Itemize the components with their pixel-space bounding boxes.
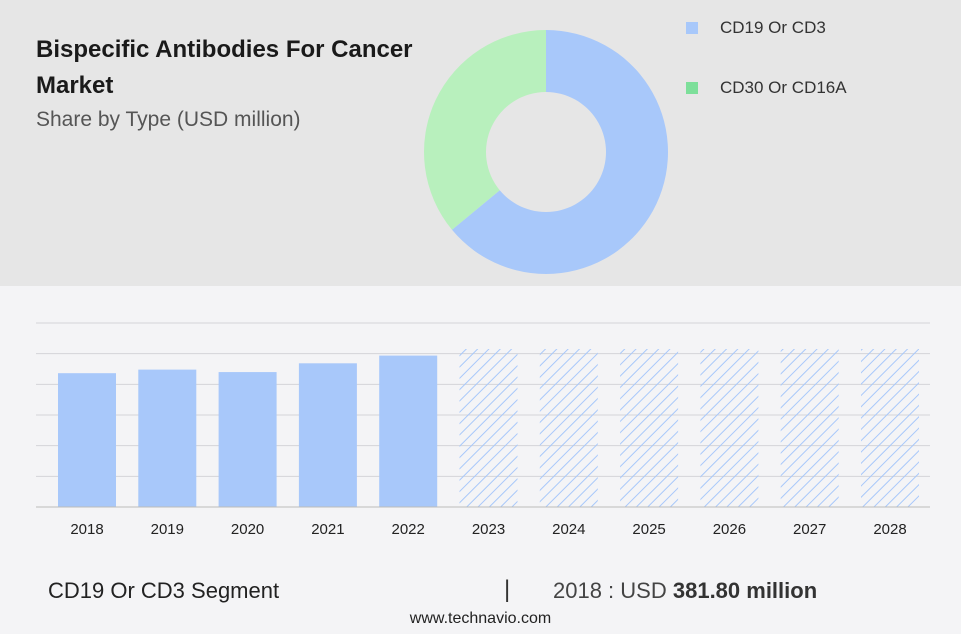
forecast-bar-2026 bbox=[700, 349, 759, 507]
footer-separator: | bbox=[504, 576, 511, 603]
footer-segment-label: CD19 Or CD3 Segment bbox=[48, 578, 280, 603]
x-tick-label-2024: 2024 bbox=[552, 521, 585, 538]
x-tick-label-2025: 2025 bbox=[632, 521, 665, 538]
bar-2019 bbox=[138, 369, 197, 507]
x-tick-label-2023: 2023 bbox=[472, 521, 505, 538]
donut-chart bbox=[423, 30, 668, 275]
forecast-bar-2025 bbox=[620, 349, 679, 507]
footer-amount: 381.80 million bbox=[672, 578, 818, 603]
bar-2020 bbox=[218, 372, 277, 507]
donut-slice-cd19 bbox=[451, 30, 668, 275]
legend-swatch-cd19 bbox=[686, 22, 698, 34]
x-tick-label-2027: 2027 bbox=[793, 521, 826, 538]
x-tick-label-2019: 2019 bbox=[151, 521, 184, 538]
legend-label-cd19: CD19 Or CD3 bbox=[720, 18, 826, 37]
footer-value: 2018 : USD 381.80 million bbox=[553, 578, 817, 604]
chart-title: Bispecific Antibodies For Cancer Market bbox=[36, 36, 413, 99]
bar-2021 bbox=[298, 363, 357, 507]
x-tick-label-2021: 2021 bbox=[311, 521, 344, 538]
legend-label-cd30: CD30 Or CD16A bbox=[720, 78, 847, 97]
bar-2018 bbox=[58, 373, 116, 507]
bar-2022 bbox=[379, 355, 438, 507]
x-tick-label-2026: 2026 bbox=[713, 521, 746, 538]
chart-subtitle: Share by Type (USD million) bbox=[36, 108, 301, 131]
forecast-bar-2024 bbox=[539, 349, 598, 507]
x-tick-label-2028: 2028 bbox=[873, 521, 906, 538]
footer-year-label: 2018 : USD bbox=[553, 578, 667, 603]
x-tick-label-2022: 2022 bbox=[392, 521, 425, 538]
forecast-bar-2027 bbox=[780, 349, 839, 507]
x-tick-label-2020: 2020 bbox=[231, 521, 264, 538]
legend-swatch-cd30 bbox=[686, 82, 698, 94]
donut-slice-cd30 bbox=[423, 30, 546, 230]
x-tick-label-2018: 2018 bbox=[70, 521, 103, 538]
forecast-bar-2023 bbox=[459, 349, 518, 507]
watermark: www.technavio.com bbox=[409, 610, 552, 627]
forecast-bar-2028 bbox=[861, 349, 919, 507]
